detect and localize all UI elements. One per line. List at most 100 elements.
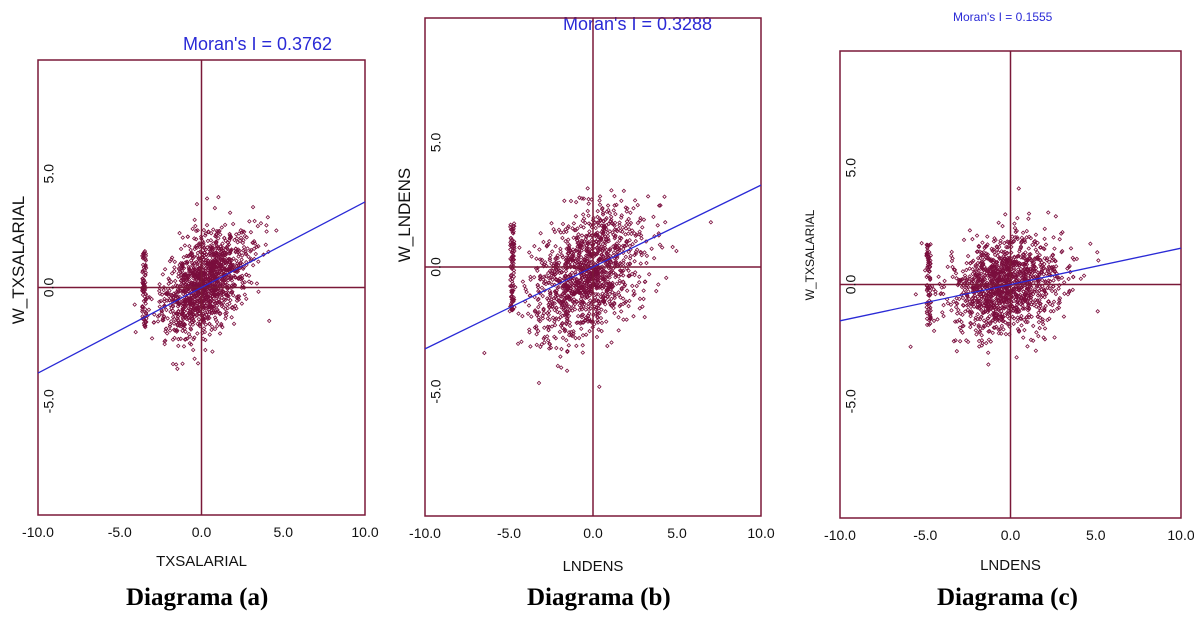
data-point — [223, 223, 226, 226]
data-point — [991, 331, 994, 334]
data-point — [655, 289, 658, 292]
data-point — [1034, 233, 1037, 236]
data-point — [530, 315, 533, 318]
data-point — [946, 265, 949, 268]
data-point — [629, 211, 632, 214]
data-point — [605, 320, 608, 323]
data-point — [613, 296, 616, 299]
data-point — [618, 279, 621, 282]
data-point — [652, 215, 655, 218]
data-point — [147, 308, 150, 311]
data-point — [965, 339, 968, 342]
data-point — [231, 222, 234, 225]
data-point — [1052, 300, 1055, 303]
data-point — [1040, 295, 1043, 298]
data-point — [636, 221, 639, 224]
data-point — [535, 343, 538, 346]
data-point — [997, 221, 1000, 224]
data-point — [196, 362, 199, 365]
data-point — [1063, 292, 1066, 295]
data-point — [643, 315, 646, 318]
data-point — [242, 245, 245, 248]
data-point — [596, 209, 599, 212]
data-point — [1058, 238, 1061, 241]
data-point — [162, 288, 165, 291]
data-point — [587, 202, 590, 205]
data-point — [961, 296, 964, 299]
data-point — [936, 318, 939, 321]
data-point — [633, 199, 636, 202]
data-point — [529, 278, 532, 281]
data-point — [1027, 217, 1030, 220]
data-point — [1031, 243, 1034, 246]
data-point — [604, 310, 607, 313]
data-point — [195, 202, 198, 205]
data-point — [628, 299, 631, 302]
data-point — [624, 300, 627, 303]
data-point — [965, 261, 968, 264]
x-tick-label: 10.0 — [351, 524, 378, 540]
data-point — [664, 221, 667, 224]
data-point — [211, 350, 214, 353]
data-point — [960, 285, 963, 288]
data-point — [251, 205, 254, 208]
data-point — [941, 311, 944, 314]
data-point — [176, 367, 179, 370]
data-point — [621, 226, 624, 229]
data-point — [587, 214, 590, 217]
data-point — [626, 207, 629, 210]
data-point — [228, 211, 231, 214]
data-point — [1034, 349, 1037, 352]
data-point — [1059, 232, 1062, 235]
data-point — [161, 273, 164, 276]
data-point — [619, 310, 622, 313]
data-point — [561, 336, 564, 339]
data-point — [548, 240, 551, 243]
data-point — [1096, 251, 1099, 254]
data-point — [966, 254, 969, 257]
data-point — [658, 243, 661, 246]
data-point — [609, 215, 612, 218]
y-tick-label: -5.0 — [842, 389, 858, 413]
caption-c: Diagrama (c) — [937, 584, 1078, 612]
data-point — [627, 304, 630, 307]
data-point — [562, 231, 565, 234]
data-point — [1013, 222, 1016, 225]
data-point — [975, 234, 978, 237]
data-point — [248, 220, 251, 223]
data-point — [204, 323, 207, 326]
data-point — [191, 348, 194, 351]
data-point — [614, 212, 617, 215]
data-point — [642, 218, 645, 221]
data-point — [264, 243, 267, 246]
data-point — [671, 245, 674, 248]
data-point — [596, 215, 599, 218]
y-axis-label: W_LNDENS — [395, 168, 414, 262]
data-point — [541, 294, 544, 297]
data-point — [588, 312, 591, 315]
data-point — [610, 341, 613, 344]
data-point — [213, 327, 216, 330]
data-point — [645, 261, 648, 264]
data-point — [133, 303, 136, 306]
data-point — [572, 222, 575, 225]
data-point — [173, 260, 176, 263]
data-point — [961, 331, 964, 334]
data-point — [529, 345, 532, 348]
data-point — [156, 315, 159, 318]
caption-b: Diagrama (b) — [527, 584, 671, 612]
y-tick-label: 5.0 — [40, 164, 56, 184]
data-point — [559, 250, 562, 253]
data-point — [1043, 227, 1046, 230]
data-point — [1032, 324, 1035, 327]
data-point — [210, 325, 213, 328]
data-point — [1016, 320, 1019, 323]
data-point — [181, 236, 184, 239]
data-point — [587, 197, 590, 200]
data-point — [227, 243, 230, 246]
data-point — [1025, 229, 1028, 232]
data-point — [961, 270, 964, 273]
data-point — [984, 341, 987, 344]
data-point — [189, 343, 192, 346]
data-point — [1037, 334, 1040, 337]
